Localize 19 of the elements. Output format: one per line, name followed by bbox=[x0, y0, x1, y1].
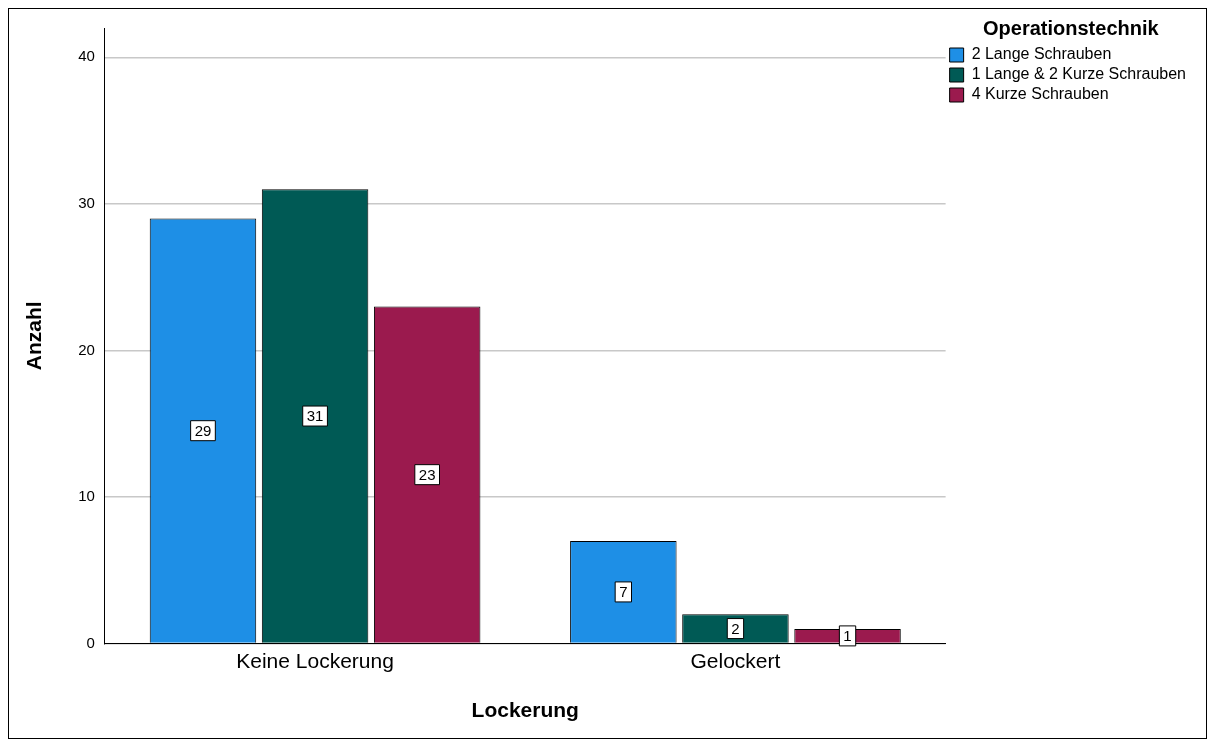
data-label: 2 bbox=[731, 619, 740, 637]
legend-label: 2 Lange Schrauben bbox=[971, 45, 1112, 63]
data-label: 7 bbox=[619, 583, 628, 601]
x-axis-title: Lockerung bbox=[471, 698, 579, 722]
data-label: 23 bbox=[418, 465, 436, 483]
y-tick-label: 40 bbox=[78, 47, 95, 65]
y-tick-label: 20 bbox=[78, 340, 95, 358]
legend-title: Operationstechnik bbox=[983, 16, 1160, 39]
y-axis-title: Anzahl bbox=[22, 301, 46, 371]
data-label: 29 bbox=[194, 421, 212, 439]
data-label: 1 bbox=[843, 627, 852, 645]
x-tick-label: Keine Lockerung bbox=[236, 649, 394, 672]
y-tick-label: 10 bbox=[78, 487, 95, 505]
legend-label: 4 Kurze Schrauben bbox=[971, 85, 1109, 103]
y-tick-label: 0 bbox=[86, 633, 95, 651]
legend-label: 1 Lange & 2 Kurze Schrauben bbox=[971, 65, 1186, 83]
x-tick-label: Gelockert bbox=[690, 649, 781, 672]
data-label: 31 bbox=[306, 407, 324, 425]
y-tick-label: 30 bbox=[78, 194, 95, 212]
